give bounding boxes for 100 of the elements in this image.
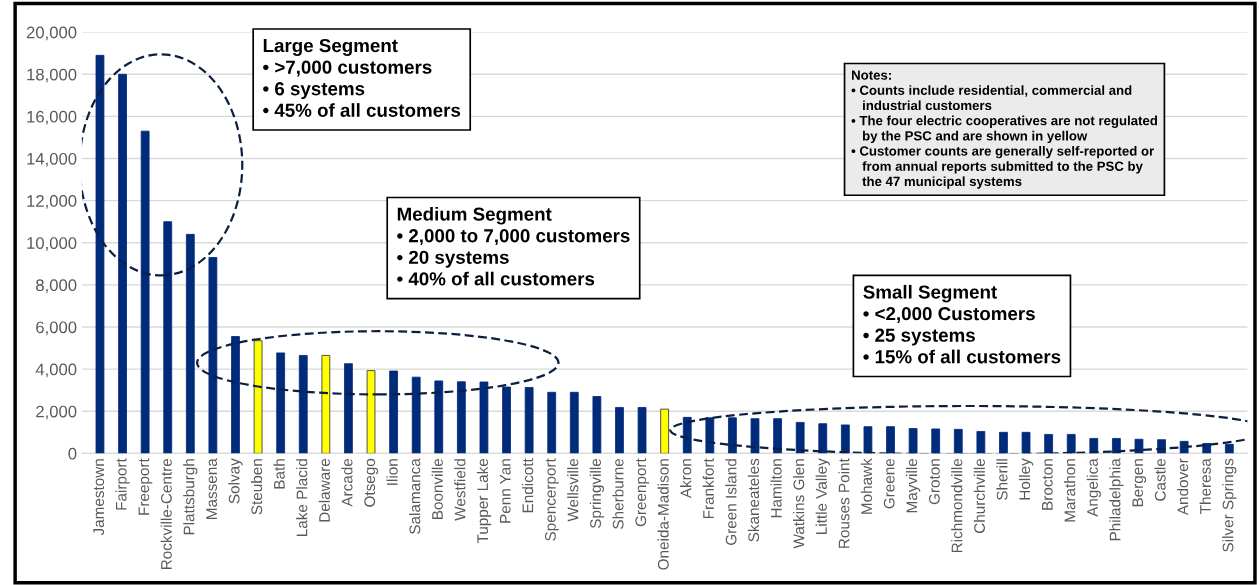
x-tick-label: Sherburne xyxy=(612,458,624,529)
bar xyxy=(863,426,873,454)
x-tick-label: Springville xyxy=(589,458,605,529)
bar xyxy=(999,431,1008,454)
x-tick-label: Oneida-Madison xyxy=(657,459,669,570)
bar xyxy=(434,380,444,454)
x-tick-label: Massena xyxy=(206,458,218,519)
x-tick-label: Hamilton xyxy=(770,459,782,518)
x-tick-label: Mayville xyxy=(905,458,921,513)
bar xyxy=(185,233,195,454)
x-tick-label: Delaware xyxy=(318,458,330,522)
bar xyxy=(976,431,986,454)
x-tick-label: Plattsburgh xyxy=(183,459,198,535)
bar xyxy=(389,370,398,454)
bar xyxy=(253,340,263,454)
y-tick-label: 12,000 xyxy=(27,195,77,209)
x-tick-label: Skaneateles xyxy=(747,458,760,542)
bar xyxy=(502,386,511,454)
x-tick-label: Rouses Point xyxy=(838,458,850,548)
bar xyxy=(682,416,692,454)
x-tick-label: Steuben xyxy=(250,459,263,515)
x-tick-label: Jamestown xyxy=(93,459,105,536)
bar xyxy=(750,418,760,454)
x-tick-label: Arcade xyxy=(341,458,353,507)
x-tick-label: Spencerport xyxy=(545,458,559,541)
x-tick-label: Marathon xyxy=(1064,459,1076,522)
annotation: Notes: • Counts include residential, commercial and industrial customers • The four electric cooperatives are not regulated by the PSC and are shown in yellow • Customer counts are generally self-reported or from annual reports submitted to the PSC by the 47 municipal systems xyxy=(851,70,1157,189)
x-tick-label: Andover xyxy=(1177,458,1189,516)
x-tick-label: Richmondville xyxy=(951,458,963,553)
y-tick-label: 20,000 xyxy=(26,26,77,41)
x-tick-label: Endicott xyxy=(522,458,534,513)
x-tick-label: Westfield xyxy=(454,459,466,521)
bar xyxy=(886,426,895,454)
bar xyxy=(456,381,466,454)
x-tick-label: Sherill xyxy=(996,459,1008,500)
x-tick-label: Ilion xyxy=(386,459,398,485)
x-tick-label: Boonville xyxy=(431,458,443,519)
bar xyxy=(615,407,624,454)
x-tick-label: Churchville xyxy=(973,458,985,534)
x-tick-label: Theresa xyxy=(1199,458,1211,514)
bar xyxy=(818,423,828,454)
x-tick-label: Groton xyxy=(928,459,940,505)
bar xyxy=(208,257,218,454)
x-tick-label: Fairport xyxy=(115,458,130,510)
bar xyxy=(344,363,353,454)
x-tick-label: Frankfort xyxy=(702,458,714,519)
x-tick-label: Angelica xyxy=(1086,458,1101,517)
bar xyxy=(728,417,737,454)
y-tick-label: 6,000 xyxy=(36,321,77,336)
x-tick-label: Mohawk xyxy=(860,458,873,514)
bar xyxy=(1202,443,1212,454)
bar xyxy=(637,407,647,454)
x-tick-label: Philadelphia xyxy=(1109,458,1124,541)
x-tick-label: Holley xyxy=(1018,458,1034,500)
y-tick-label: 10,000 xyxy=(27,237,77,251)
y-tick-label: 14,000 xyxy=(27,152,77,167)
x-tick-label: Tupper Lake xyxy=(476,458,492,544)
x-tick-label: Otsego xyxy=(364,458,379,507)
bar xyxy=(163,221,173,454)
x-tick-label: Silver Springs xyxy=(1222,458,1237,552)
x-tick-label: Rockville-Centre xyxy=(160,458,172,570)
x-tick-label: Greenport xyxy=(635,458,650,527)
bar xyxy=(524,387,534,454)
bar xyxy=(1044,434,1054,454)
bar xyxy=(411,376,421,454)
bar xyxy=(479,381,489,454)
x-tick-label: Little Valley xyxy=(815,458,830,534)
bar xyxy=(118,73,127,454)
bar xyxy=(773,418,782,454)
x-tick-label: Akron xyxy=(680,459,692,499)
bar xyxy=(366,370,376,454)
x-tick-label: Solvay xyxy=(228,458,243,504)
x-tick-label: Salamanca xyxy=(409,458,421,534)
y-tick-label: 8,000 xyxy=(36,279,77,294)
bar xyxy=(840,424,850,454)
x-tick-label: Wellsville xyxy=(567,458,579,522)
annotation: Medium Segment • 2,000 to 7,000 customers • 20 systems • 40% of all customers xyxy=(397,206,630,286)
x-tick-label: Bath xyxy=(273,459,285,489)
y-tick-label: 0 xyxy=(68,447,77,460)
bar xyxy=(592,396,602,454)
bar xyxy=(931,428,941,454)
bar xyxy=(953,428,963,454)
y-tick-label: 2,000 xyxy=(36,405,77,420)
bar xyxy=(1224,443,1234,454)
bar xyxy=(1066,434,1076,454)
annotation: Small Segment • <2,000 Customers • 25 systems • 15% of all customers xyxy=(863,284,1061,364)
bar xyxy=(321,355,331,454)
x-tick-label: Bergen xyxy=(1132,459,1147,507)
bar xyxy=(1021,431,1031,454)
bar xyxy=(298,355,308,454)
bar xyxy=(1112,438,1121,454)
y-tick-label: 16,000 xyxy=(27,110,77,125)
x-tick-label: Greene xyxy=(883,458,895,509)
x-tick-label: Penn Yan xyxy=(499,459,511,523)
x-tick-label: Green Island xyxy=(725,459,737,545)
bar xyxy=(660,408,670,454)
bar xyxy=(1134,438,1144,454)
bar xyxy=(276,352,286,454)
x-tick-label: Watkins Glen xyxy=(793,459,805,549)
bar xyxy=(547,391,557,454)
